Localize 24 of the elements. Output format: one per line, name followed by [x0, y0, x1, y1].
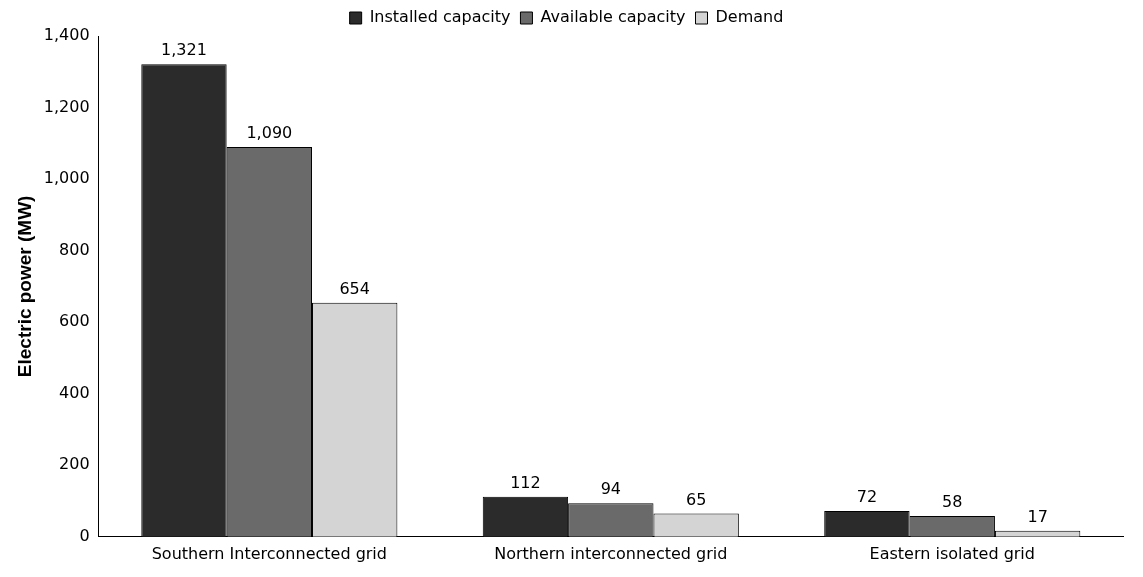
- data-label: 112: [510, 472, 541, 492]
- data-label: 72: [856, 487, 878, 507]
- data-label: 1,090: [246, 123, 293, 143]
- y-tick-label: 1,200: [43, 96, 90, 116]
- y-tick-label: 200: [59, 454, 90, 474]
- data-label: 65: [685, 489, 707, 509]
- y-axis-title: Electric power (MW): [13, 195, 35, 378]
- data-label: 654: [339, 279, 370, 299]
- data-label: 1,321: [161, 40, 207, 60]
- legend-label: Demand: [715, 7, 784, 27]
- x-tick-label: Northern interconnected grid: [494, 543, 728, 563]
- y-tick-label: 400: [59, 382, 90, 402]
- legend-label: Available capacity: [540, 7, 686, 27]
- data-label: 58: [942, 492, 963, 512]
- y-tick-label: 0: [79, 525, 90, 545]
- data-label: 94: [600, 479, 621, 499]
- legend-label: Installed capacity: [369, 7, 511, 27]
- x-tick-label: Southern Interconnected grid: [151, 543, 387, 563]
- data-label: 17: [1027, 506, 1048, 526]
- y-tick-label: 1,400: [43, 25, 90, 45]
- y-tick-label: 800: [59, 239, 90, 259]
- y-tick-label: 1,000: [43, 168, 90, 188]
- x-tick-label: Eastern isolated grid: [869, 543, 1035, 563]
- y-tick-label: 600: [59, 311, 90, 331]
